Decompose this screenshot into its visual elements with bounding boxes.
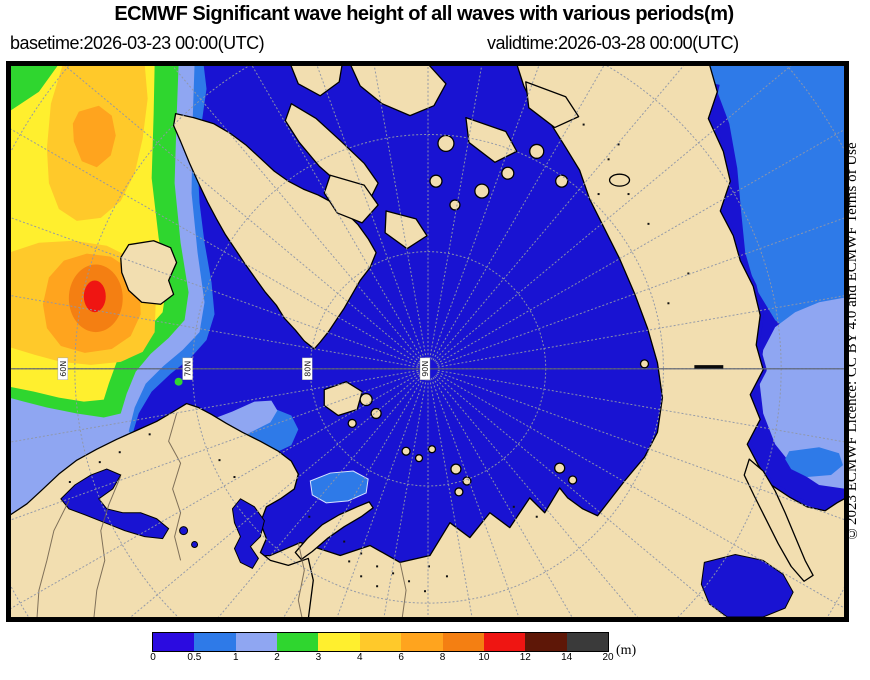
colorbar-segment-0-0.5 xyxy=(153,633,195,651)
colorbar-tick: 0.5 xyxy=(187,652,202,663)
colorbar-tick: 10 xyxy=(478,652,490,663)
colorbar-tick: 14 xyxy=(561,652,573,663)
colorbar-tick: 2 xyxy=(274,652,280,663)
colorbar-segment-10-12 xyxy=(483,633,526,651)
colorbar-tick: 6 xyxy=(398,652,404,663)
colorbar-segment-1-2 xyxy=(235,633,278,651)
colorbar-segment-4-6 xyxy=(359,633,402,651)
colorbar-tick: 8 xyxy=(439,652,446,663)
colorbar-segment-12-14 xyxy=(525,633,567,651)
colorbar-tick: 20 xyxy=(602,652,614,663)
russia-alaska-landmass xyxy=(219,64,846,619)
colorbar-tick: 12 xyxy=(519,652,531,663)
wave-height-colorbar xyxy=(152,632,609,652)
lat-label-70N: 70N xyxy=(184,361,193,377)
arctic-polar-map: 60N 70N 80N 90N xyxy=(6,61,849,622)
lat-label-80N: 80N xyxy=(303,361,312,377)
colorbar-tick: 3 xyxy=(315,652,322,663)
white-sea xyxy=(231,498,265,570)
inland-seas xyxy=(60,468,794,618)
colorbar-tick: 4 xyxy=(357,652,363,663)
greenland-landmass xyxy=(172,112,377,350)
lat-label-60N: 60N xyxy=(59,361,68,377)
baltic-sea xyxy=(60,468,170,540)
terrain-speckles xyxy=(68,123,690,593)
svalbard-islands xyxy=(323,381,363,417)
ellesmere-island xyxy=(349,64,447,117)
land-layer xyxy=(9,64,846,619)
wave-height-map-svg: 60N 70N 80N 90N xyxy=(9,64,846,619)
colorbar-tick: 1 xyxy=(232,652,239,663)
iceland-landmass xyxy=(120,240,178,305)
colorbar-segment-6-8 xyxy=(401,633,443,651)
validtime-label: validtime:2026-03-28 00:00(UTC) xyxy=(487,33,739,53)
country-borders xyxy=(36,413,407,619)
copyright-vertical-text: ©2023 ECMWF Licence: CC BY 4.0 and ECMWF… xyxy=(844,142,860,541)
basetime-label: basetime:2026-03-23 00:00(UTC) xyxy=(10,33,265,53)
page-title: ECMWF Significant wave height of all wav… xyxy=(114,3,734,25)
lat-label-90N: 90N xyxy=(421,361,430,377)
colorbar-segment-0.5-1 xyxy=(194,633,236,651)
colorbar-segment-3-4 xyxy=(318,633,360,651)
storm-peak-10-12m xyxy=(83,280,106,313)
colorbar-tick: 0 xyxy=(150,652,156,663)
latitude-labels: 60N 70N 80N 90N xyxy=(57,357,431,380)
kara-sea-patch xyxy=(309,470,369,504)
colorbar-segment-14-20 xyxy=(566,633,608,651)
sea-of-okhotsk xyxy=(700,553,794,618)
colorbar-tick-labels: 0 0.5 1 2 3 4 6 8 10 12 14 20 xyxy=(150,652,613,666)
novaya-zemlya xyxy=(294,501,374,561)
scandinavia-landmass xyxy=(9,402,314,619)
colorbar-segment-8-10 xyxy=(442,633,484,651)
colorbar-unit-label: (m) xyxy=(616,643,637,658)
colorbar-segment-2-3 xyxy=(277,633,319,651)
